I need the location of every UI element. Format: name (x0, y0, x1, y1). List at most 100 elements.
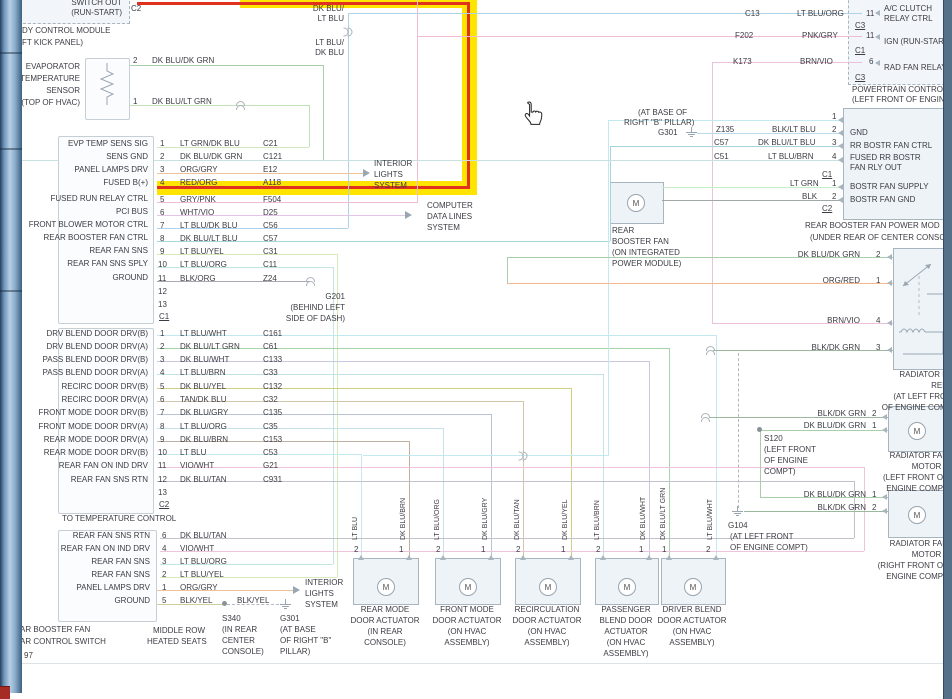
act2-pin-b: 1 (561, 545, 566, 554)
b1-code-8: C31 (263, 247, 278, 256)
g301-top-loc2: RIGHT "B" PILLAR) (624, 118, 695, 127)
b1-pin-1: 2 (160, 152, 165, 161)
module-pin2: 2 (832, 125, 837, 134)
b2-wire-5: TAN/DK BLU (180, 395, 227, 404)
b2-label-9: REAR MODE DOOR DRV(B) (43, 448, 148, 457)
rear-fan-switch-name: AR BOOSTER FAN (20, 625, 91, 634)
bcm-switch-label2: (RUN-START) (71, 8, 122, 17)
b2-pin-5: 6 (160, 395, 165, 404)
b2-code-0: C161 (263, 329, 283, 338)
motor2-p2: 2 (872, 503, 877, 512)
b3-label-5: GROUND (114, 596, 150, 605)
motor2-p1: 1 (872, 490, 877, 499)
b1-pin-0: 1 (160, 139, 165, 148)
act2-name: RECIRCULATION (514, 605, 580, 614)
b1-code-4: F504 (263, 195, 282, 204)
b2-wire-10: VIO/WHT (180, 461, 215, 470)
module-fused-label: FUSED RR BOSTR (850, 153, 921, 162)
b1-code-10: Z24 (263, 274, 277, 283)
pcm-row2-pin: 11 (866, 31, 875, 40)
relay-name3: (AT LEFT FRON (893, 392, 952, 401)
b1-pin-5: 6 (160, 208, 165, 217)
b2-wire-8: DK BLU/BRN (180, 435, 229, 444)
act3-name: PASSENGER (601, 605, 651, 614)
pcm-row2-conn: C1 (855, 46, 866, 55)
interior-lights-bot3: SYSTEM (305, 600, 338, 609)
act3-pin-b: 1 (639, 545, 644, 554)
g201-label: G201 (325, 292, 345, 301)
act0-name2: DOOR ACTUATOR (350, 616, 420, 625)
left-scrollbar-strip[interactable] (0, 0, 22, 693)
b1-label-8: REAR FAN SNS (89, 246, 148, 255)
g301-top-loc: (AT BASE OF (638, 108, 688, 117)
b3-pin-0: 6 (162, 531, 167, 540)
b1-wire-5: WHT/VIO (180, 208, 215, 217)
b2-pin-4: 5 (160, 382, 165, 391)
b2-wire-4: DK BLU/YEL (180, 382, 227, 391)
hand-cursor-icon (524, 101, 543, 125)
relay-p4: 4 (876, 316, 881, 325)
b2-pin-12: 13 (158, 488, 167, 497)
pane-divider (22, 663, 944, 664)
motor-icon: M (377, 578, 395, 596)
pcm-row1-code: C13 (745, 9, 760, 18)
motor2-name4: ENGINE COMPT (886, 572, 948, 581)
relay-p4-wire: BRN/VIO (827, 316, 860, 325)
b1-connector: C1 (159, 312, 170, 321)
b2-label-3: PASS BLEND DOOR DRV(A) (42, 368, 148, 377)
b2-label-8: REAR MODE DOOR DRV(A) (43, 435, 148, 444)
b2-code-2: C133 (263, 355, 283, 364)
g201-loc: (BEHIND LEFT (290, 303, 345, 312)
s120-loc: (LEFT FRONT (764, 445, 816, 454)
relay-p1: 1 (876, 276, 881, 285)
evap-label-2: TEMPERATURE (20, 74, 80, 83)
motor-icon: M (684, 578, 702, 596)
g301-ground-icon (280, 599, 291, 609)
act2-name3: (ON HVAC (527, 627, 567, 636)
power-module-box (843, 108, 952, 220)
b2-pin-2: 3 (160, 355, 165, 364)
b2-label-10: REAR FAN ON IND DRV (58, 461, 148, 470)
b1-label-4: FUSED RUN RELAY CTRL (50, 194, 149, 203)
act0-wire-b: DK BLU/BRN (400, 497, 407, 540)
act3-wire-b: DK BLU/WHT (640, 496, 647, 540)
b2-label-5: RECIRC DOOR DRV(A) (61, 395, 148, 404)
evap-label-3: SENSOR (46, 86, 80, 95)
b1-label-5: PCI BUS (115, 207, 148, 216)
g104-ground-icon (732, 506, 743, 516)
b1-pin-8: 9 (160, 247, 165, 256)
evap-pin2: 2 (133, 56, 138, 65)
b1-wire-3: RED/ORG (180, 178, 218, 187)
act1-name4: ASSEMBLY) (444, 638, 490, 647)
act1-name3: (ON HVAC (447, 627, 487, 636)
b2-code-7: C35 (263, 422, 278, 431)
module-pin6: 2 (832, 192, 837, 201)
act4-name2: DOOR ACTUATOR (657, 616, 727, 625)
hvac-control-box-c1 (58, 136, 154, 324)
act1-wire-a: LT BLU/ORG (434, 499, 441, 540)
g301-top-ground-icon (686, 127, 697, 137)
motor1-name3: (LEFT FRONT OF (882, 473, 948, 482)
highlight-horizontal-wire (157, 186, 470, 189)
b2-code-1: C61 (263, 342, 278, 351)
interior-lights-bot2: LIGHTS (305, 589, 334, 598)
power-module-name2: (UNDER REAR OF CENTER CONSO (810, 233, 946, 242)
rear-fan-switch-box (58, 530, 157, 622)
b2-code-3: C33 (263, 368, 278, 377)
motor2-name: RADIATOR FAN (889, 539, 948, 548)
b1-code-5: D25 (263, 208, 278, 217)
b1-wire-8: LT BLU/YEL (180, 247, 224, 256)
act1-wire-b: DK BLU/GRY (482, 497, 489, 540)
right-scrollbar-strip[interactable] (943, 0, 952, 699)
pcm-row1-label2: RELAY CTRL (884, 14, 933, 23)
pcm-row3-code: K173 (733, 57, 752, 66)
inline-connector-icon (706, 346, 715, 355)
s340-label: S340 (222, 614, 241, 623)
computer-data-arrow-icon (405, 211, 412, 219)
b2-connector: C2 (159, 500, 170, 509)
interior-lights-top: INTERIOR (374, 159, 413, 168)
module-pin3: 3 (832, 138, 837, 147)
g301-bot-loc2: OF RIGHT "B" (280, 636, 332, 645)
act4-wire-b: LT BLU/WHT (707, 499, 714, 540)
rear-fan-switch-name2: AR CONTROL SWITCH (20, 637, 106, 646)
